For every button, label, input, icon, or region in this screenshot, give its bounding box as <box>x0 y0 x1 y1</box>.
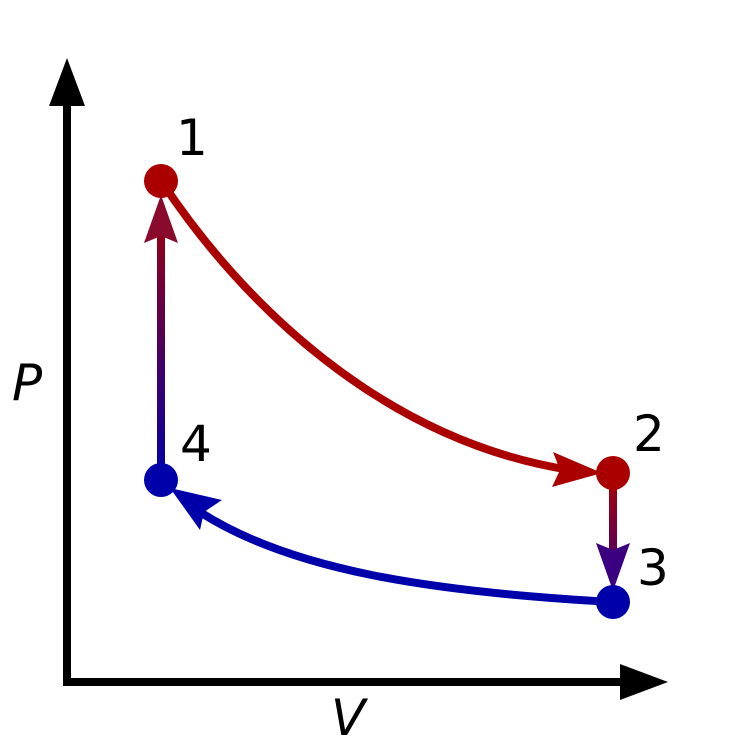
process-4-1-arrowhead <box>144 195 178 243</box>
state-point-2 <box>596 456 630 490</box>
process-3-4 <box>170 488 614 606</box>
state-label-2: 2 <box>633 405 665 463</box>
state-label-3: 3 <box>637 539 669 597</box>
process-2-3-arrowhead <box>596 543 630 591</box>
process-1-2-arrowhead <box>552 452 602 487</box>
state-label-1: 1 <box>176 109 208 167</box>
process-3-4-curve <box>197 508 614 606</box>
process-4-1 <box>144 195 178 480</box>
process-2-3 <box>596 476 630 591</box>
process-3-4-arrowhead <box>170 488 222 530</box>
state-point-1 <box>144 164 178 198</box>
state-point-4 <box>144 463 178 497</box>
process-1-2-curve <box>158 179 571 474</box>
x-axis-label: V <box>331 689 369 747</box>
state-point-3 <box>596 585 630 619</box>
process-1-2 <box>158 179 602 487</box>
y-axis-label: P <box>12 354 43 412</box>
axes <box>49 58 668 700</box>
state-label-4: 4 <box>180 415 212 473</box>
x-axis-arrowhead <box>620 664 668 700</box>
y-axis-arrowhead <box>49 58 85 106</box>
